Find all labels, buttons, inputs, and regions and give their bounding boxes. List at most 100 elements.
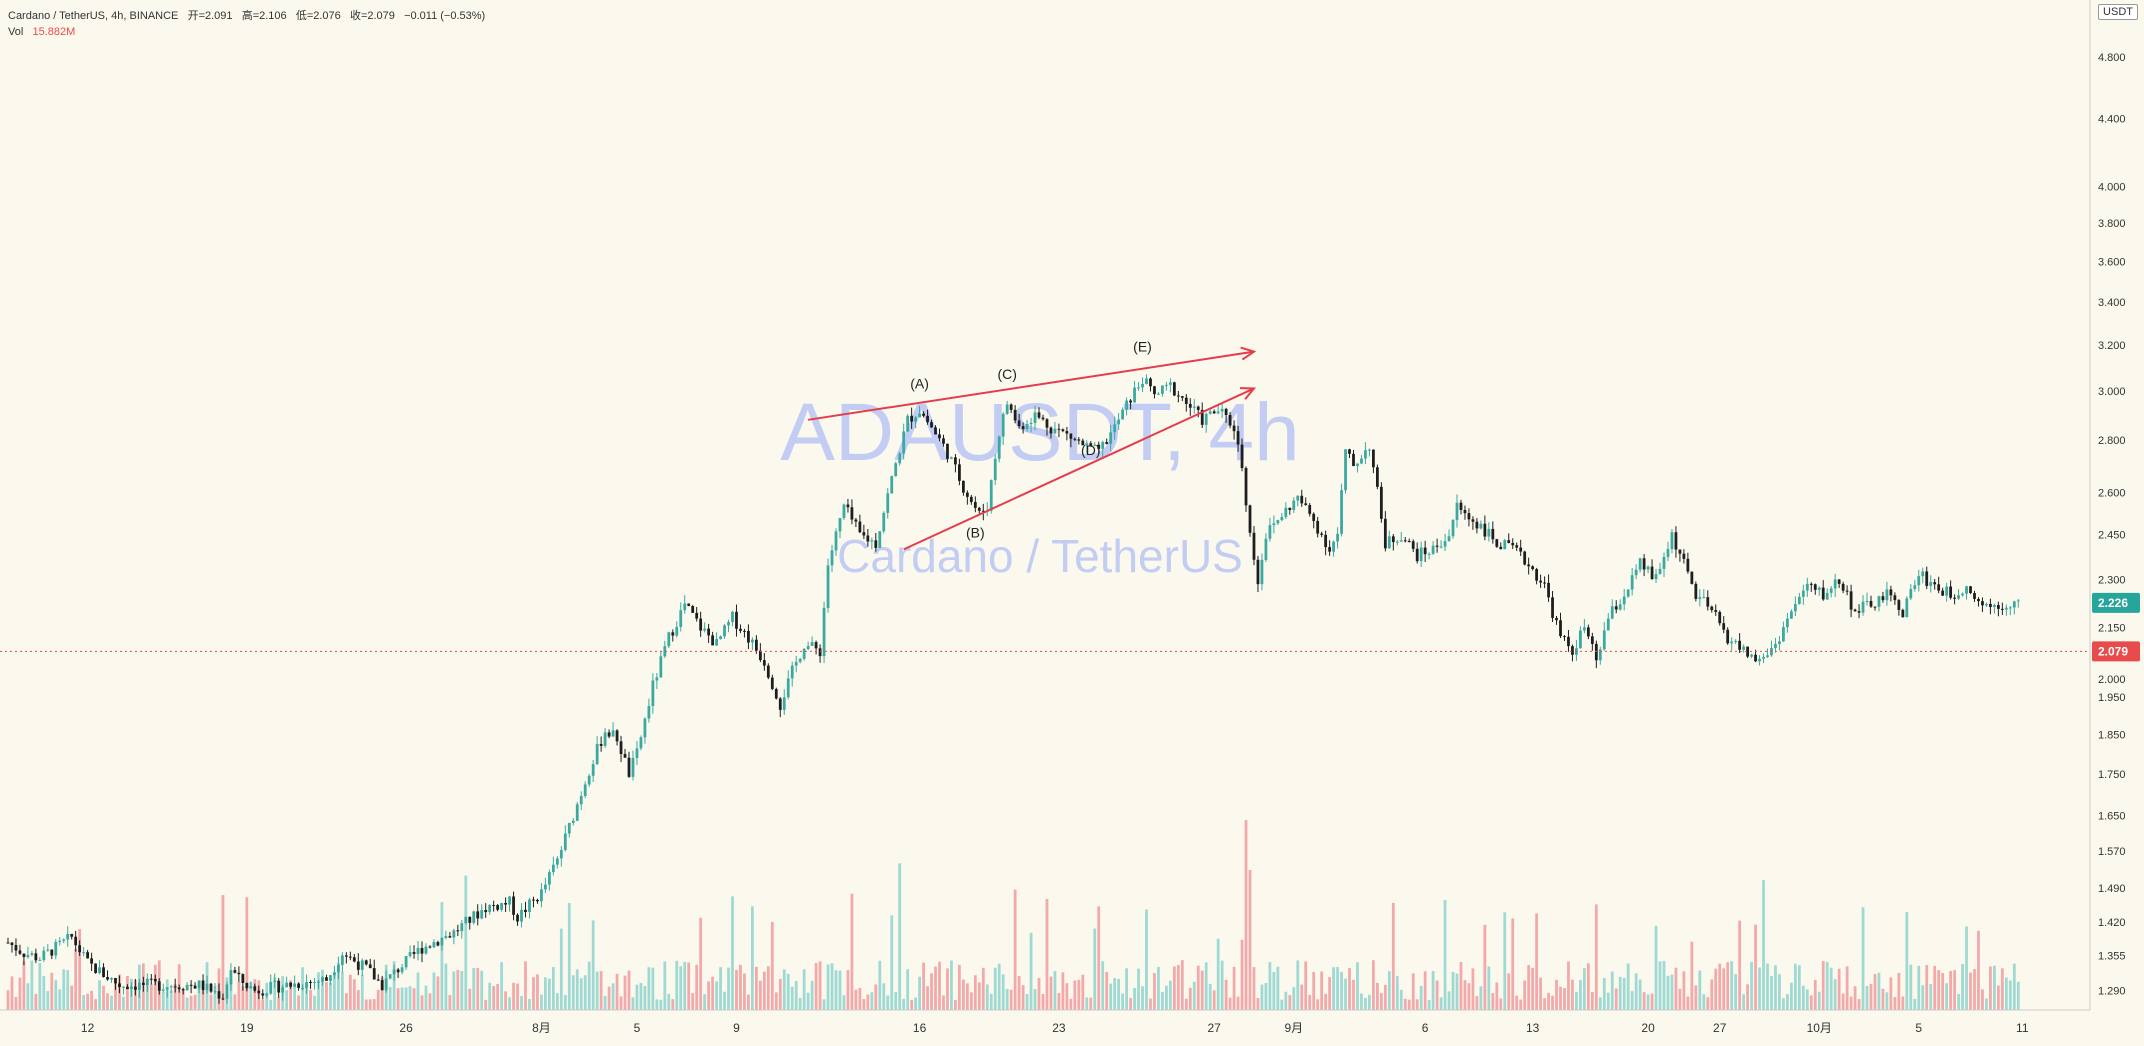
- candle-body[interactable]: [958, 464, 961, 481]
- candle-body[interactable]: [78, 945, 82, 953]
- candle-body[interactable]: [1618, 604, 1622, 610]
- candle-body[interactable]: [1730, 641, 1734, 644]
- candle-body[interactable]: [1145, 378, 1148, 384]
- candle-body[interactable]: [1065, 431, 1069, 434]
- candle-body[interactable]: [1646, 566, 1650, 570]
- candle-body[interactable]: [675, 626, 679, 636]
- candle-body[interactable]: [1395, 541, 1399, 543]
- candle-body[interactable]: [352, 957, 356, 962]
- candle-body[interactable]: [1750, 654, 1753, 657]
- candle-body[interactable]: [1614, 606, 1618, 610]
- candle-body[interactable]: [452, 930, 456, 938]
- candle-body[interactable]: [830, 550, 834, 566]
- candle-body[interactable]: [209, 983, 213, 992]
- candle-body[interactable]: [627, 757, 631, 777]
- candle-body[interactable]: [1630, 575, 1634, 590]
- candle-body[interactable]: [1582, 627, 1586, 631]
- candle-body[interactable]: [611, 730, 615, 737]
- candle-body[interactable]: [1009, 404, 1013, 410]
- candle-body[interactable]: [480, 910, 484, 919]
- candle-body[interactable]: [547, 872, 551, 885]
- candle-body[interactable]: [1746, 646, 1749, 657]
- candle-body[interactable]: [436, 942, 440, 946]
- candle-body[interactable]: [54, 941, 58, 956]
- candle-body[interactable]: [822, 607, 826, 657]
- candle-body[interactable]: [1511, 542, 1515, 546]
- candle-body[interactable]: [1539, 580, 1542, 583]
- candle-body[interactable]: [133, 986, 137, 990]
- candle-body[interactable]: [910, 415, 914, 422]
- candle-body[interactable]: [770, 677, 774, 689]
- candle-body[interactable]: [50, 949, 54, 956]
- candle-body[interactable]: [1288, 507, 1292, 511]
- candle-body[interactable]: [58, 940, 62, 942]
- candle-body[interactable]: [1789, 611, 1793, 619]
- candle-body[interactable]: [751, 639, 754, 643]
- candle-body[interactable]: [372, 968, 376, 980]
- candle-body[interactable]: [806, 645, 810, 649]
- candle-body[interactable]: [161, 989, 165, 991]
- candle-body[interactable]: [173, 986, 177, 988]
- candle-body[interactable]: [484, 910, 488, 913]
- candle-body[interactable]: [1332, 541, 1335, 552]
- candle-body[interactable]: [70, 934, 74, 937]
- candle-body[interactable]: [476, 911, 480, 919]
- candle-body[interactable]: [22, 953, 26, 958]
- candle-body[interactable]: [1674, 532, 1678, 550]
- candle-body[interactable]: [305, 982, 308, 988]
- candle-body[interactable]: [894, 463, 898, 477]
- candle-body[interactable]: [1706, 597, 1710, 607]
- candle-body[interactable]: [1375, 467, 1379, 487]
- candle-body[interactable]: [1495, 539, 1499, 547]
- candle-body[interactable]: [1698, 597, 1702, 599]
- candle-body[interactable]: [882, 512, 886, 532]
- candle-body[interactable]: [567, 822, 571, 834]
- candle-body[interactable]: [1837, 579, 1841, 584]
- candle-body[interactable]: [1360, 458, 1363, 464]
- candle-body[interactable]: [157, 981, 161, 991]
- candle-body[interactable]: [1236, 431, 1240, 445]
- candle-body[interactable]: [253, 986, 257, 991]
- candle-body[interactable]: [711, 635, 714, 646]
- candle-body[interactable]: [1045, 419, 1049, 428]
- candle-body[interactable]: [1085, 443, 1089, 446]
- currency-unit-badge[interactable]: USDT: [2098, 4, 2138, 20]
- candle-body[interactable]: [536, 899, 539, 902]
- candle-body[interactable]: [420, 948, 424, 954]
- candle-body[interactable]: [747, 630, 750, 643]
- candle-body[interactable]: [1606, 618, 1610, 631]
- candle-body[interactable]: [1881, 596, 1885, 601]
- candle-body[interactable]: [619, 741, 623, 755]
- candle-body[interactable]: [1021, 426, 1025, 430]
- candle-body[interactable]: [1228, 415, 1232, 426]
- candle-body[interactable]: [743, 630, 746, 632]
- candle-body[interactable]: [193, 985, 197, 989]
- candle-body[interactable]: [735, 611, 738, 629]
- candlesticks[interactable]: [6, 374, 2020, 1004]
- candle-body[interactable]: [1754, 654, 1757, 662]
- candle-body[interactable]: [448, 936, 452, 938]
- candle-body[interactable]: [1200, 409, 1204, 425]
- candle-body[interactable]: [1244, 468, 1248, 506]
- candle-body[interactable]: [528, 899, 531, 912]
- candle-body[interactable]: [786, 678, 790, 698]
- candle-body[interactable]: [591, 764, 595, 776]
- candle-body[interactable]: [110, 978, 113, 980]
- candle-body[interactable]: [715, 639, 718, 646]
- candle-body[interactable]: [1821, 587, 1825, 600]
- candle-body[interactable]: [524, 909, 527, 912]
- candle-body[interactable]: [126, 986, 129, 989]
- candle-body[interactable]: [946, 443, 949, 459]
- candle-body[interactable]: [1742, 646, 1746, 650]
- candle-body[interactable]: [639, 737, 643, 749]
- candle-body[interactable]: [922, 413, 925, 416]
- candle-body[interactable]: [615, 730, 619, 742]
- candle-body[interactable]: [1017, 420, 1021, 427]
- candle-body[interactable]: [778, 698, 782, 710]
- candle-body[interactable]: [388, 974, 392, 979]
- candle-body[interactable]: [329, 975, 332, 981]
- candle-body[interactable]: [1563, 636, 1566, 638]
- candle-body[interactable]: [1387, 536, 1391, 549]
- candle-body[interactable]: [1869, 600, 1873, 607]
- candle-body[interactable]: [1535, 569, 1539, 581]
